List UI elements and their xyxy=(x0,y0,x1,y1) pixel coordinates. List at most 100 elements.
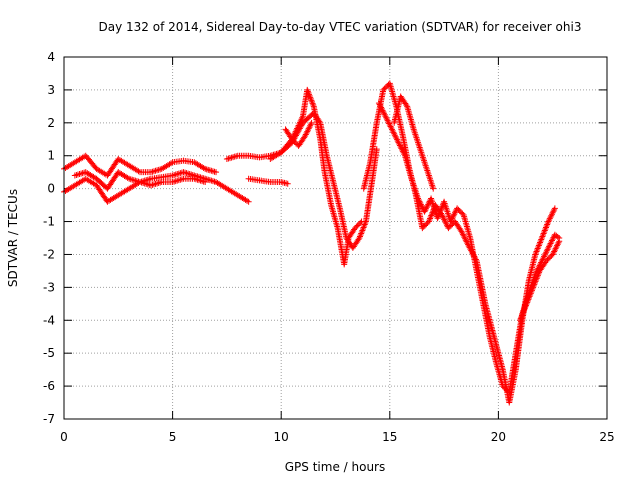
x-tick-label: 10 xyxy=(274,430,289,444)
data-point xyxy=(382,113,389,120)
data-point xyxy=(459,231,466,238)
series-track-c xyxy=(71,169,209,192)
data-point xyxy=(531,281,538,288)
data-point xyxy=(310,101,317,108)
data-point xyxy=(306,124,313,131)
data-point xyxy=(389,127,396,134)
data-point xyxy=(528,288,535,295)
data-point xyxy=(303,130,310,137)
data-point xyxy=(458,209,465,216)
data-point xyxy=(397,143,404,150)
data-point xyxy=(545,244,552,251)
data-point xyxy=(291,138,298,145)
data-point xyxy=(392,133,399,140)
data-point xyxy=(499,383,506,390)
data-point xyxy=(554,241,561,248)
data-point xyxy=(555,239,562,246)
data-point xyxy=(438,206,445,213)
data-point xyxy=(378,104,385,111)
data-point xyxy=(521,306,528,313)
data-point xyxy=(290,137,297,144)
data-point xyxy=(436,209,443,216)
data-point xyxy=(381,111,388,118)
x-tick-label: 0 xyxy=(60,430,68,444)
data-point xyxy=(535,270,542,277)
data-point xyxy=(540,232,547,239)
y-tick-label: -1 xyxy=(43,215,55,229)
data-point xyxy=(456,208,463,215)
data-point xyxy=(435,213,442,220)
data-point xyxy=(356,233,363,240)
data-point xyxy=(380,108,387,115)
data-point xyxy=(547,240,554,247)
data-point xyxy=(542,250,549,257)
data-point xyxy=(545,218,552,225)
x-tick-label: 20 xyxy=(491,430,506,444)
data-point xyxy=(546,215,553,222)
data-point xyxy=(304,127,311,134)
data-point xyxy=(538,236,545,243)
data-point xyxy=(308,119,315,126)
y-tick-label: -6 xyxy=(43,379,55,393)
data-point xyxy=(307,95,314,102)
data-point xyxy=(521,305,528,312)
data-point xyxy=(534,273,541,280)
series-track-b xyxy=(61,152,220,179)
data-point xyxy=(517,317,524,324)
data-point xyxy=(289,136,296,143)
data-point xyxy=(450,212,457,219)
data-point xyxy=(399,148,406,155)
data-point xyxy=(461,234,468,241)
y-tick-label: -5 xyxy=(43,346,55,360)
data-point xyxy=(358,230,365,237)
data-point xyxy=(538,235,545,241)
series-track-e xyxy=(245,175,291,187)
data-point xyxy=(553,244,560,251)
data-point xyxy=(547,254,554,261)
data-point xyxy=(534,246,541,253)
series-track-j xyxy=(391,93,437,192)
data-point xyxy=(353,223,360,230)
data-point xyxy=(202,179,209,186)
data-point xyxy=(373,146,380,153)
data-point xyxy=(418,202,425,209)
data-point xyxy=(534,245,541,252)
data-point xyxy=(520,308,527,315)
data-point xyxy=(391,130,398,137)
series-track-d xyxy=(223,86,365,268)
data-point xyxy=(304,128,311,135)
data-point xyxy=(308,97,315,104)
data-point xyxy=(399,146,406,153)
data-point xyxy=(546,243,553,250)
y-tick-label: -7 xyxy=(43,412,55,426)
data-point xyxy=(380,86,387,93)
data-point xyxy=(527,290,534,297)
data-point xyxy=(551,248,558,255)
data-point xyxy=(549,251,556,258)
data-point xyxy=(537,239,544,246)
data-point xyxy=(543,249,550,256)
data-point xyxy=(533,276,540,283)
x-tick-label: 25 xyxy=(599,430,614,444)
data-point xyxy=(438,204,445,211)
y-tick-label: 0 xyxy=(47,182,55,196)
data-point xyxy=(535,242,542,249)
axis-ticks: -7 -6 -5 -4 -3 -2 -1 0 1 2 3 4 0 5 10 15 20 25 xyxy=(43,50,615,444)
data-point xyxy=(548,237,555,244)
data-point xyxy=(529,285,536,292)
x-tick-label: 15 xyxy=(382,430,397,444)
data-point xyxy=(460,232,467,239)
data-point xyxy=(417,201,424,208)
data-point xyxy=(424,202,431,209)
data-point xyxy=(430,185,437,192)
data-point xyxy=(362,220,369,227)
data-point xyxy=(352,225,359,232)
data-point xyxy=(245,198,252,205)
data-point xyxy=(462,235,469,242)
data-point xyxy=(528,287,535,294)
data-point xyxy=(551,247,558,254)
data-point xyxy=(316,118,323,125)
data-point xyxy=(388,126,395,133)
x-axis-label: GPS time / hours xyxy=(285,460,386,474)
data-point xyxy=(544,246,551,253)
